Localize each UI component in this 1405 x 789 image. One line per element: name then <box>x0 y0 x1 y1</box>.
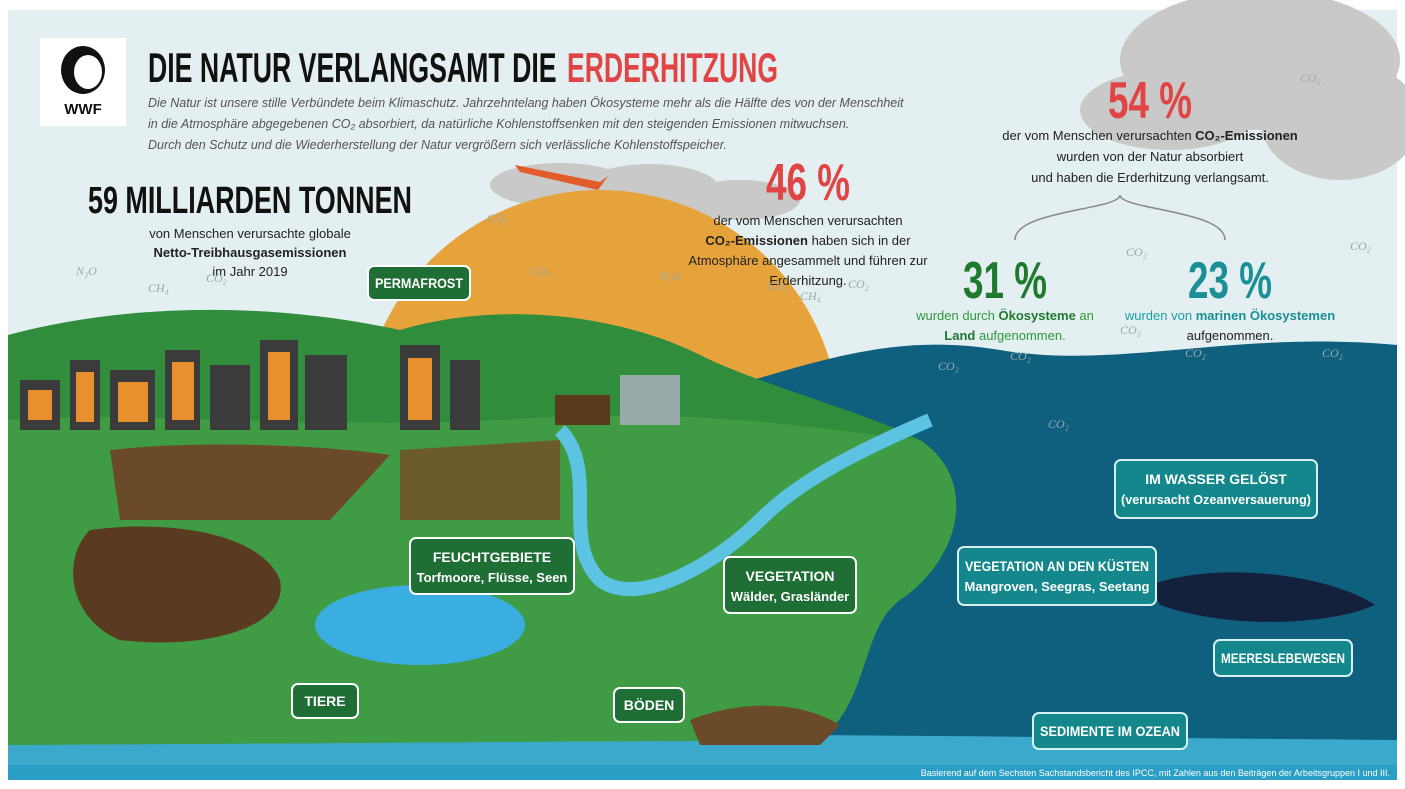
stat-text-bold: Land <box>944 328 975 343</box>
factory <box>555 395 610 425</box>
title-highlight: ERDERHITZUNG <box>567 44 778 91</box>
stat-text: aufgenommen. <box>975 328 1065 343</box>
stat-text: der vom Menschen verursachten <box>1002 128 1195 143</box>
gas-label: CO₂ <box>938 359 959 373</box>
footer: Basierend auf dem Sechsten Sachstandsber… <box>921 768 1390 778</box>
stat-text: wurden von <box>1124 308 1196 323</box>
stat-text: wurden von marinen Ökosystemen <box>1124 308 1335 323</box>
logo-panda-face <box>74 55 102 89</box>
gas-label: CO₂ <box>487 211 508 225</box>
gas-label: N₂O <box>659 269 681 283</box>
label-title: VEGETATION AN DEN KÜSTEN <box>965 558 1149 574</box>
gas-label: CO₂ <box>1126 245 1147 259</box>
gas-label: CO₂ <box>768 279 789 293</box>
stat-text: wurden von der Natur absorbiert <box>1056 149 1244 164</box>
title: DIE NATUR VERLANGSAMT DIE <box>148 44 564 91</box>
pasture <box>400 440 560 520</box>
gas-label: CO₂ <box>1120 323 1141 337</box>
gas-label: CO₂ <box>1300 71 1321 85</box>
label-title: TIERE <box>304 693 345 709</box>
stat-text: von Menschen verursachte globale <box>149 226 351 241</box>
intro-line: Durch den Schutz und die Wiederherstellu… <box>148 138 727 152</box>
label-title: SEDIMENTE IM OZEAN <box>1040 723 1180 739</box>
label-box <box>410 538 574 594</box>
label-box <box>1115 460 1317 518</box>
stat-text: Atmosphäre angesammelt und führen zur <box>688 253 928 268</box>
label-title: BÖDEN <box>624 697 675 713</box>
gas-label: CH₄ <box>800 289 821 303</box>
label-subtitle: Mangroven, Seegras, Seetang <box>965 579 1150 594</box>
gas-label: CH₄ <box>148 281 169 295</box>
stat-text: Netto-Treibhausgasemissionen <box>154 245 347 260</box>
gas-label: CO₂ <box>530 264 551 278</box>
intro-line: Die Natur ist unsere stille Verbündete b… <box>148 96 904 110</box>
label-title: PERMAFROST <box>375 275 463 291</box>
stat-value: 59 MILLIARDEN TONNEN <box>88 180 412 222</box>
stat-text: der vom Menschen verursachten CO₂-Emissi… <box>1002 128 1298 143</box>
gas-label: CO₂ <box>848 277 869 291</box>
stat-text: Land aufgenommen. <box>944 328 1065 343</box>
stat-text: wurden durch Ökosysteme an <box>915 308 1094 323</box>
gas-label: CO₂ <box>1185 346 1206 360</box>
label-box <box>724 557 856 613</box>
label-title: IM WASSER GELÖST <box>1145 471 1287 487</box>
stat-text: und haben die Erderhitzung verlangsamt. <box>1031 170 1269 185</box>
gas-label: N₂O <box>75 264 97 278</box>
stat-text: CO₂-Emissionen haben sich in der <box>705 233 911 248</box>
label-box <box>958 547 1156 605</box>
page: WWF DIE NATUR VERLANGSAMT DIE ERDERHITZU… <box>0 0 1405 789</box>
label-subtitle: Torfmoore, Flüsse, Seen <box>417 570 568 585</box>
power-plant <box>620 375 680 425</box>
stat-text: haben sich in der <box>808 233 911 248</box>
label-title: MEERESLEBEWESEN <box>1221 650 1345 666</box>
label-subtitle: Wälder, Grasländer <box>731 589 850 604</box>
intro-line: in die Atmosphäre abgegebenen CO₂ absorb… <box>148 117 849 131</box>
logo-text: WWF <box>64 101 101 118</box>
stat-text: der vom Menschen verursachten <box>713 213 902 228</box>
stat-value: 23 % <box>1188 252 1272 310</box>
gas-label: CO₂ <box>1048 417 1069 431</box>
label-title: VEGETATION <box>746 568 835 584</box>
lake <box>315 585 525 665</box>
gas-label: CO₂ <box>1322 346 1343 360</box>
stat-text: aufgenommen. <box>1187 328 1274 343</box>
stat-value: 46 % <box>766 154 850 212</box>
gas-label: CO₂ <box>1350 239 1371 253</box>
stat-text-bold: marinen Ökosystemen <box>1196 308 1336 323</box>
stat-text-bold: CO₂-Emissionen <box>1195 128 1298 143</box>
gas-label: CO₂ <box>206 271 227 285</box>
label-title: FEUCHTGEBIETE <box>433 549 551 565</box>
stat-value: 31 % <box>963 252 1047 310</box>
stat-text: an <box>1076 308 1094 323</box>
infographic: WWF DIE NATUR VERLANGSAMT DIE ERDERHITZU… <box>0 0 1405 789</box>
stat-text-bold: CO₂-Emissionen <box>705 233 808 248</box>
label-subtitle: (verursacht Ozeanversauerung) <box>1121 492 1311 507</box>
stat-text-bold: Ökosysteme <box>998 308 1075 323</box>
stat-text: wurden durch <box>915 308 998 323</box>
stat-value: 54 % <box>1108 72 1192 130</box>
gas-label: CO₂ <box>1010 349 1031 363</box>
